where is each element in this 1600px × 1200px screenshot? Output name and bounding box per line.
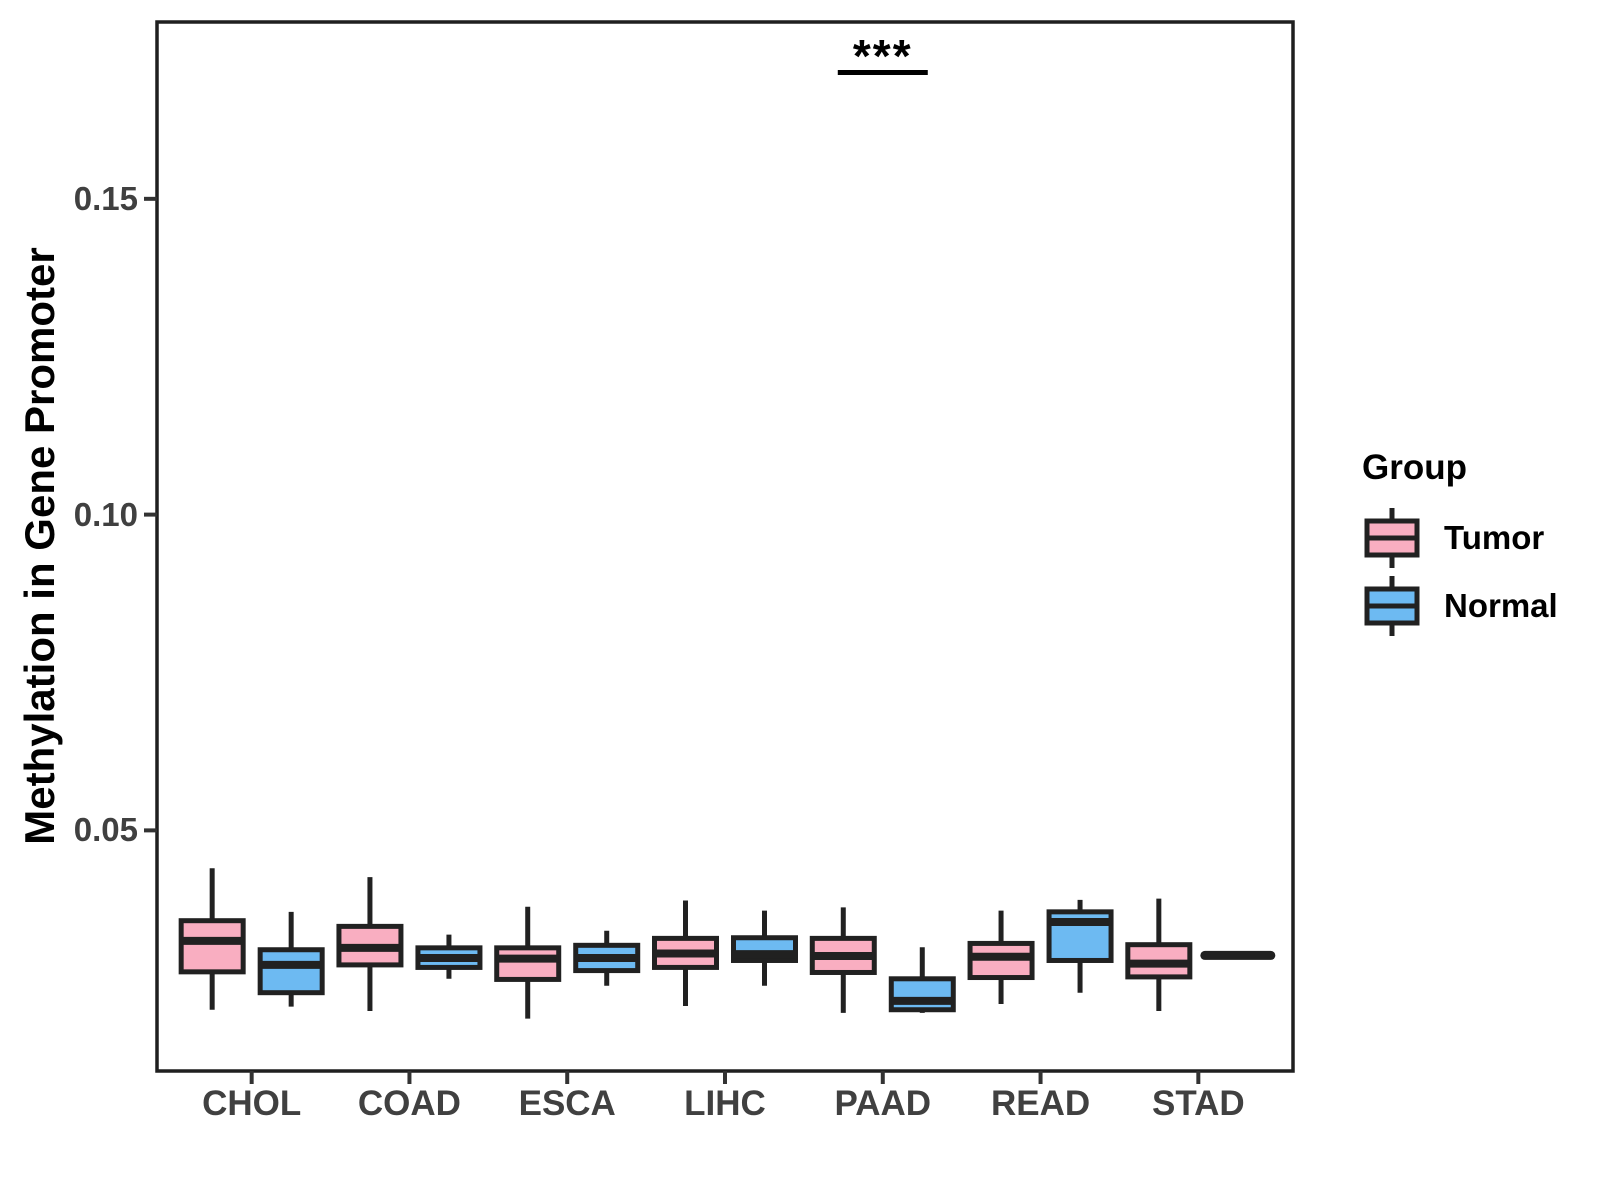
legend: Group Tumor Normal bbox=[1362, 448, 1558, 640]
y-axis-title: Methylation in Gene Promoter bbox=[16, 247, 63, 845]
legend-item-tumor: Tumor bbox=[1362, 504, 1558, 572]
box-paad-normal bbox=[888, 976, 956, 1013]
legend-item-normal: Normal bbox=[1362, 572, 1558, 640]
x-category-label-chol: CHOL bbox=[202, 1084, 302, 1123]
y-tick-label-0.10: 0.10 bbox=[73, 495, 138, 533]
y-tick-label-0.05: 0.05 bbox=[73, 811, 138, 849]
x-category-label-paad: PAAD bbox=[834, 1084, 932, 1123]
x-category-label-lihc: LIHC bbox=[684, 1084, 766, 1123]
x-category-label-stad: STAD bbox=[1151, 1084, 1245, 1123]
x-category-label-read: READ bbox=[990, 1084, 1091, 1123]
legend-label-tumor: Tumor bbox=[1444, 519, 1545, 556]
tumor-boxplot-swatch-icon bbox=[1364, 508, 1420, 568]
plot-panel-border bbox=[155, 20, 1295, 1073]
x-category-label-esca: ESCA bbox=[518, 1084, 616, 1123]
x-category-label-coad: COAD bbox=[357, 1084, 461, 1123]
normal-boxplot-swatch-icon bbox=[1364, 576, 1420, 636]
box-esca-tumor bbox=[494, 945, 562, 982]
y-tick-label-0.15: 0.15 bbox=[73, 179, 138, 217]
significance-stars: *** bbox=[852, 29, 913, 82]
legend-label-normal: Normal bbox=[1444, 587, 1558, 624]
box-chol-tumor bbox=[178, 918, 246, 975]
box-chol-normal bbox=[257, 947, 325, 996]
legend-title: Group bbox=[1362, 448, 1467, 487]
